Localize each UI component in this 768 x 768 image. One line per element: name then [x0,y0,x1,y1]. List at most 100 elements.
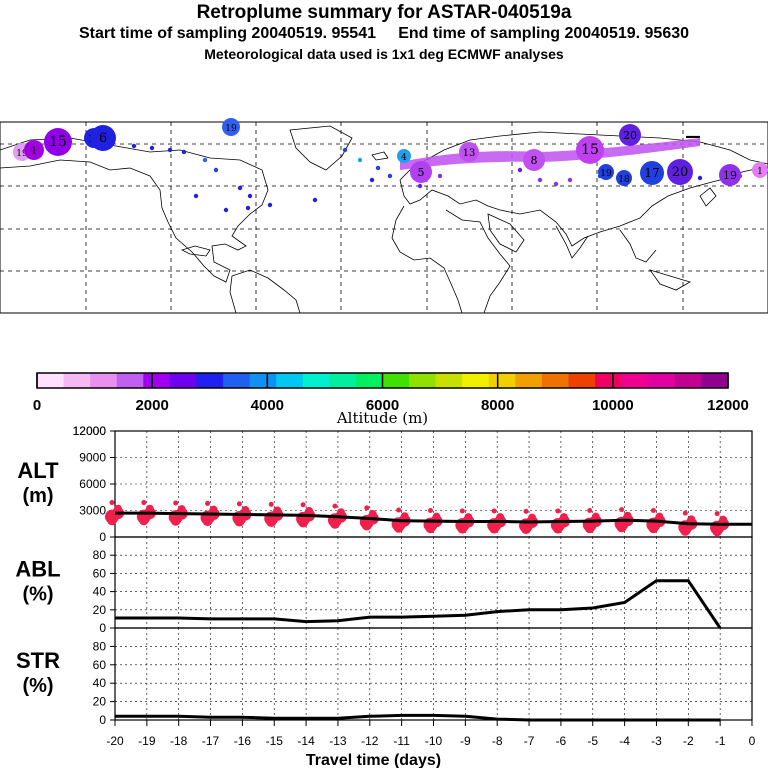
colorbar-swatch [223,373,251,388]
chart-title: Retroplume summary for ASTAR-040519a [196,2,572,23]
altitude-particles [105,500,730,537]
colorbar-tick-label: 4000 [251,397,284,414]
altitude-particle [623,511,632,520]
x-tick-label: -10 [425,734,443,748]
y-axis-unit: (%) [22,584,53,606]
colorbar-swatch [355,373,383,388]
x-tick-label: -4 [619,734,630,748]
day-marker-label: 6 [99,131,107,146]
x-tick-label: -2 [683,734,694,748]
altitude-particle [364,505,370,511]
particle-dot [223,207,229,213]
colorbar-tick-label: 2000 [135,397,168,414]
particle-dot [193,193,199,199]
map-grid [0,122,768,313]
day-marker-circle [719,164,741,186]
altitude-colorbar: 0 2000 4000 6000 8000 10000 12000 Altitude (m) [33,372,749,427]
particle-dot [245,205,251,211]
altitude-particle [584,523,595,534]
series-line [115,713,721,722]
altitude-particle [268,501,274,507]
sampling-time-subtitle: Start time of sampling 20040519. 95541 E… [78,25,690,42]
day-marker-circle [222,118,240,136]
colorbar-swatch [462,373,490,388]
altitude-particle [459,508,465,514]
altitude-particle [361,520,372,531]
altitude-particle [552,523,563,534]
altitude-particle [712,526,723,537]
y-tick-label: 0 [99,530,106,544]
y-tick-label: 6000 [79,477,106,491]
altitude-particle [305,506,314,515]
x-tick-label: 0 [749,734,756,748]
altitude-particle [138,515,149,526]
day-marker-label: 4 [401,153,407,163]
colorbar-swatch [196,373,224,388]
day-marker-circle [576,136,604,164]
day-marker-label: 19 [600,169,612,179]
altitude-particle [114,504,122,513]
altitude-particle [396,507,402,513]
colorbar-tick-label: 0 [33,397,41,414]
x-tick-label: -5 [587,734,598,748]
day-marker: 19 [222,118,240,136]
particle-dot [357,157,363,163]
particle-dot [369,177,375,183]
y-tick-label: 3000 [79,504,106,518]
day-marker-circle [90,125,116,151]
day-marker-label: 5 [418,166,425,179]
y-tick-label: 80 [93,548,107,562]
day-marker: 15 [44,128,72,156]
day-marker: 20 [619,124,641,146]
colorbar-swatch [329,373,357,388]
particle-dot [312,197,318,203]
altitude-particle [682,510,688,516]
altitude-particle [145,504,154,513]
x-tick-label: -18 [170,734,188,748]
colorbar-swatch [568,373,596,388]
day-marker-circle [598,164,614,180]
meteorological-data-subtitle: Meteorological data used is 1x1 deg ECMW… [204,46,564,62]
day-marker-circle [44,128,72,156]
world-map-panel: 191151761945138152019181720191▬▬ [0,118,768,314]
altitude-particle [680,525,691,536]
colorbar-swatch [169,373,197,388]
x-tick-label: -6 [556,734,567,748]
particle-dot [417,183,423,189]
particle-dot [267,202,273,208]
day-marker-circle [667,159,693,185]
day-marker-circle [640,161,664,185]
altitude-particle [528,513,537,522]
series-line [115,511,752,526]
series-line [115,579,722,629]
day-marker-circle [410,161,432,183]
day-marker: 19 [719,164,741,186]
colorbar-swatch [674,373,702,388]
particle-dot [375,165,381,171]
x-tick-label: -19 [138,734,156,748]
particle-dot [202,157,208,163]
day-marker-circle [619,124,641,146]
day-marker-label: 15 [49,134,67,150]
day-marker: 15 [576,136,604,164]
day-marker: 13 [459,142,479,162]
day-marker-circle [397,149,411,163]
altitude-particle [234,516,245,527]
altitude-particle [273,506,282,515]
plume-band [400,138,700,170]
day-marker-circle [752,162,768,178]
particle-dot [149,145,155,151]
particle-dot [387,173,393,179]
day-marker-label: 13 [463,148,476,159]
particle-dot [567,177,573,183]
altitude-particle [491,508,497,514]
day-marker-label: 1 [31,146,37,157]
altitude-particle [648,523,659,534]
altitude-particle [141,500,147,506]
colorbar-swatch [37,373,65,388]
day-marker-circle [24,140,44,160]
y-tick-label: 60 [93,566,107,580]
colorbar-tick-label: 12000 [707,397,749,414]
